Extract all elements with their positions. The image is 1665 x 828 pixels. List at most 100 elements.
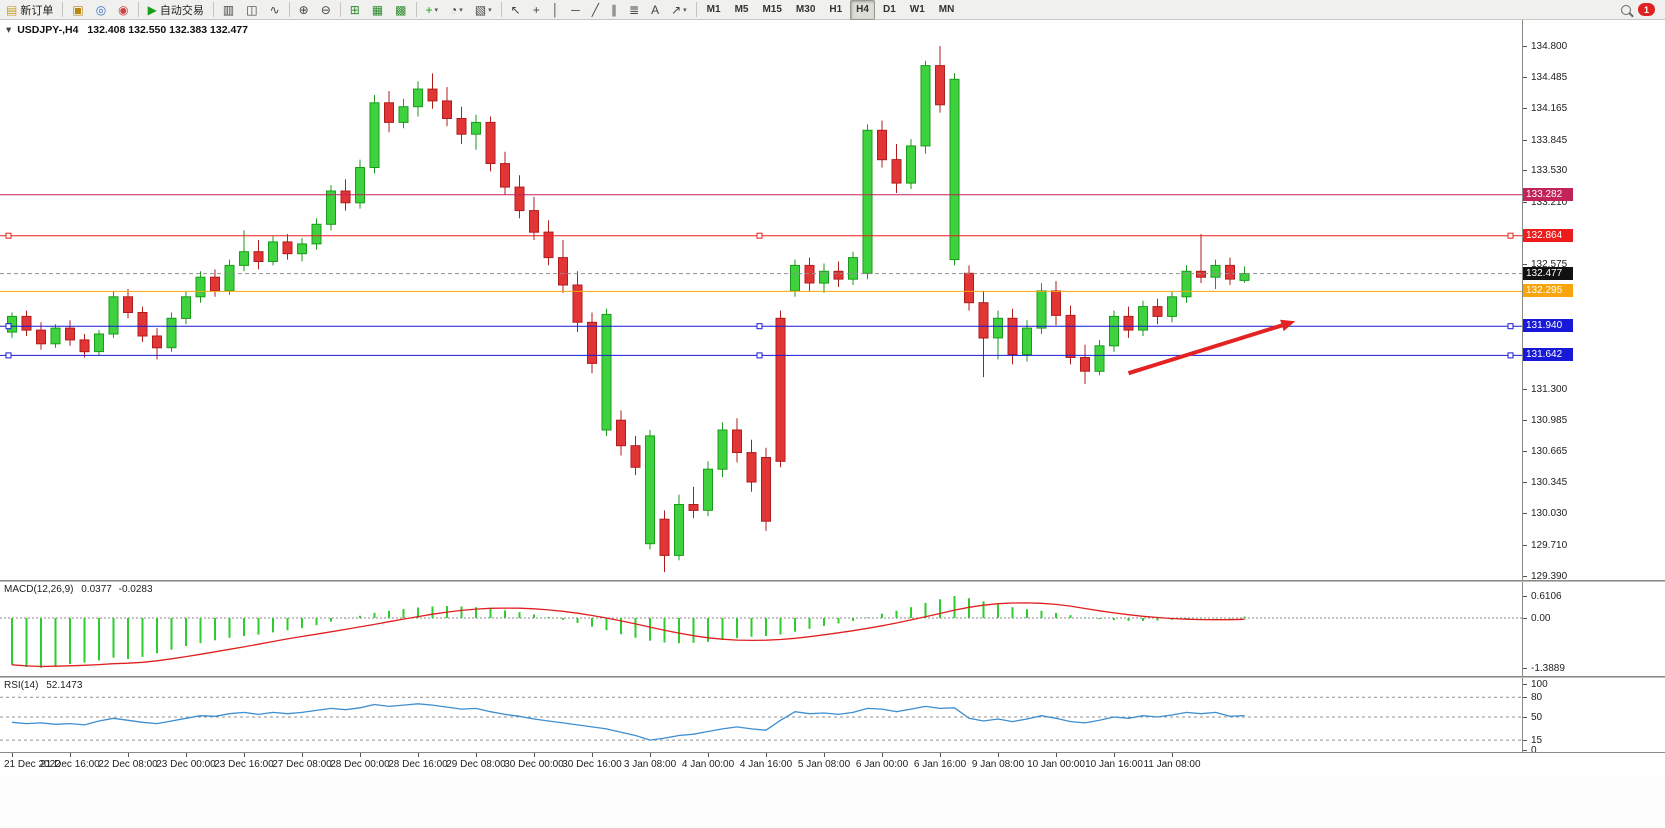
macd-panel[interactable] [0,582,1522,676]
data-window-button[interactable]: ◎ [91,0,111,20]
price-axis-label: 130.985 [1531,415,1568,426]
timeframe-button-w1[interactable]: W1 [909,4,925,15]
price-axis-label: 134.485 [1531,72,1568,83]
price-axis-tick [1523,389,1527,390]
candle [253,240,264,270]
trendline-button[interactable]: ╱ [587,0,604,20]
candlestick-chart-button[interactable]: ◫ [241,0,262,20]
trend-arrow-shaft [1127,323,1283,376]
candle [1123,306,1134,338]
auto-scroll-button[interactable]: ▦ [367,0,388,20]
candle [36,322,46,350]
periods-button[interactable]: ◔ ▾ [445,0,468,20]
line-anchor [5,323,12,330]
candle-body [1094,345,1105,372]
text-button[interactable]: A [646,0,664,20]
horizontal-line-object-132.864[interactable] [0,232,1522,239]
arrows-icon: ↗ [671,2,682,17]
arrows-button[interactable]: ↗ ▾ [666,0,692,20]
zoom-out-button[interactable]: ⊖ [316,0,336,20]
candle-body [891,159,902,184]
toolbar-right: 1 [1621,3,1665,16]
candle [993,310,1003,360]
price-level-tag-132.295: 132.295 [1523,284,1573,297]
candle [50,324,61,348]
horizontal-line-object-131.642[interactable] [0,352,1522,359]
autotrading-icon: ▶ [147,2,157,17]
notification-badge[interactable]: 1 [1638,3,1655,16]
fibonacci-button[interactable]: ≣ [624,0,644,20]
candle [152,328,162,360]
time-axis-label: 23 Dec 16:00 [214,759,274,770]
rsi-panel[interactable] [0,678,1522,752]
macd-axis-tick [1523,668,1527,669]
text-icon: A [651,2,660,17]
candle [674,494,684,561]
trend-arrow-head [1280,319,1296,332]
candle-body [1225,264,1235,280]
price-axis[interactable]: 134.800 134.485 134.165 133.845 133.530 133.2… [1522,20,1665,776]
vertical-line-button[interactable]: │ [547,0,565,20]
trend-arrow-object[interactable] [1127,319,1296,376]
price-chart[interactable] [0,20,1522,580]
macd-name: MACD(12,26,9) [4,584,74,595]
timeframe-button-m1[interactable]: M1 [706,4,721,15]
horizontal-line-object-131.940[interactable] [0,323,1522,330]
time-axis-tick [650,753,651,757]
alerts-button[interactable]: ◉ [113,0,133,20]
timeframe-button-h4[interactable]: H4 [850,0,875,20]
templates-button[interactable]: ▧ ▾ [470,0,497,20]
candle [21,310,32,336]
candle-body [630,445,641,468]
time-axis-tick [12,753,13,757]
chart-shift-button[interactable]: ▩ [390,0,411,20]
bar-chart-button[interactable]: ▥ [218,0,239,20]
zoom-out-icon: ⊖ [320,2,331,17]
data-window-icon: ◎ [95,2,107,17]
tile-windows-button[interactable]: ⊞ [345,0,365,20]
timeframe-button-d1[interactable]: D1 [882,4,896,15]
time-axis-tick [534,753,535,757]
vertical-line-icon: │ [551,2,560,17]
candle [1065,305,1076,365]
candle [964,265,974,311]
search-icon[interactable] [1621,4,1631,15]
autotrading-button[interactable]: ▶ 自动交易 [143,0,209,20]
equidistant-channel-button[interactable]: ∥ [606,0,622,20]
panel-splitter[interactable] [0,676,1665,678]
price-axis-tick [1523,482,1527,483]
candle-body [282,241,293,255]
price-axis-tick [1523,108,1527,109]
zoom-in-button[interactable]: ⊕ [294,0,314,20]
crosshair-icon: + [532,2,540,17]
timeframe-button-m5[interactable]: M5 [734,4,749,15]
cursor-button[interactable]: ↖ [506,0,526,20]
line-chart-button[interactable]: ∿ [265,0,285,20]
timeframe-button-h1[interactable]: H1 [829,4,843,15]
candle-body [1022,327,1032,356]
candle [1239,266,1250,283]
time-axis-label: 6 Jan 00:00 [855,759,909,770]
chart-title: ▾ USDJPY-,H4 132.408 132.550 132.383 132… [6,24,248,36]
price-axis-label: 131.300 [1531,384,1568,395]
candle [268,236,278,266]
charts-window-button[interactable]: ▣ [67,0,88,20]
crosshair-button[interactable]: + [528,0,545,20]
timeframe-button-mn[interactable]: MN [938,4,955,15]
toolbar-separator [212,2,214,17]
candle [1051,281,1061,326]
indicators-button[interactable]: + ▾ [421,0,444,20]
time-axis-tick [128,753,129,757]
candle [732,418,742,463]
horizontal-line-button[interactable]: ─ [566,0,585,20]
one-click-trading-icon[interactable]: ▾ [6,24,12,36]
panel-splitter[interactable] [0,580,1665,582]
timeframe-button-m15[interactable]: M15 [762,4,782,15]
candle [500,151,510,195]
new-order-button[interactable]: ▤ 新订单 [1,0,58,20]
timeframe-button-m30[interactable]: M30 [795,4,816,15]
candle-body [94,333,104,353]
time-axis[interactable]: 21 Dec 2022 21 Dec 16:00 22 Dec 08:00 23 De… [0,752,1665,776]
autotrading-button-label: 自动交易 [159,4,204,17]
dropdown-caret-icon: ▾ [434,6,439,14]
